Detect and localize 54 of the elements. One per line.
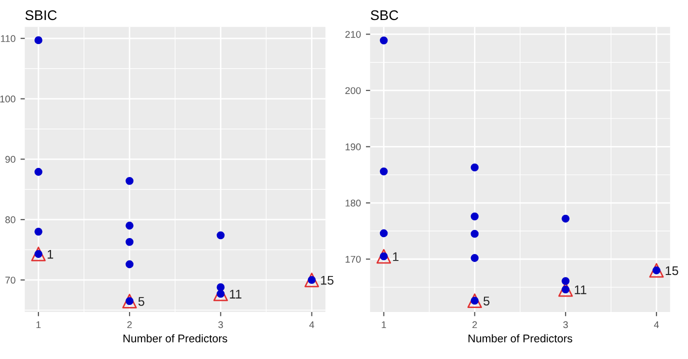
point <box>126 238 134 246</box>
point <box>126 222 134 230</box>
point <box>562 277 570 285</box>
y-tick-label: 180 <box>346 200 361 207</box>
x-axis-title: Number of Predictors <box>468 334 572 342</box>
point <box>380 229 388 238</box>
y-tick-label: 110 <box>0 35 16 42</box>
point <box>34 168 42 176</box>
x-tick-label: 2 <box>472 321 477 328</box>
point <box>34 36 42 44</box>
x-tick-label: 3 <box>563 321 568 328</box>
annotation: 1 <box>48 250 54 259</box>
point <box>216 283 225 292</box>
point <box>122 294 137 308</box>
annotation: 5 <box>138 297 144 306</box>
point <box>216 231 225 240</box>
point <box>649 263 664 278</box>
x-tick-label: 4 <box>309 321 314 328</box>
point <box>470 164 479 172</box>
point <box>562 214 570 223</box>
y-tick-label: 90 <box>5 156 16 163</box>
point <box>126 260 134 268</box>
point <box>380 36 388 44</box>
point <box>470 254 479 262</box>
y-tick-label: 100 <box>0 96 16 102</box>
point <box>34 228 42 236</box>
x-tick-label: 1 <box>36 321 41 328</box>
y-tick-label: 70 <box>5 276 16 284</box>
chart-title: SBC <box>370 10 398 20</box>
point <box>126 176 134 185</box>
x-axis-title: Number of Predictors <box>124 334 228 342</box>
annotation: 5 <box>484 296 490 306</box>
point <box>470 212 479 220</box>
y-tick-label: 190 <box>346 143 361 150</box>
point <box>467 293 482 308</box>
point <box>31 246 46 262</box>
y-tick-label: 210 <box>345 30 361 38</box>
annotation: 11 <box>574 286 586 294</box>
x-tick-label: 4 <box>654 321 659 328</box>
chart-title: SBIC <box>25 10 57 20</box>
point <box>376 249 392 264</box>
y-tick-label: 200 <box>345 87 361 94</box>
y-tick-label: 80 <box>5 216 16 224</box>
y-tick-label: 170 <box>346 256 361 263</box>
point <box>380 167 388 176</box>
point <box>470 230 479 238</box>
annotation: 15 <box>666 266 678 276</box>
annotation: 15 <box>321 276 334 285</box>
x-tick-label: 3 <box>218 321 223 328</box>
point <box>304 272 320 288</box>
x-tick-label: 2 <box>127 321 132 328</box>
annotation: 11 <box>230 290 242 298</box>
annotation: 1 <box>393 252 398 261</box>
x-tick-label: 1 <box>382 321 386 328</box>
